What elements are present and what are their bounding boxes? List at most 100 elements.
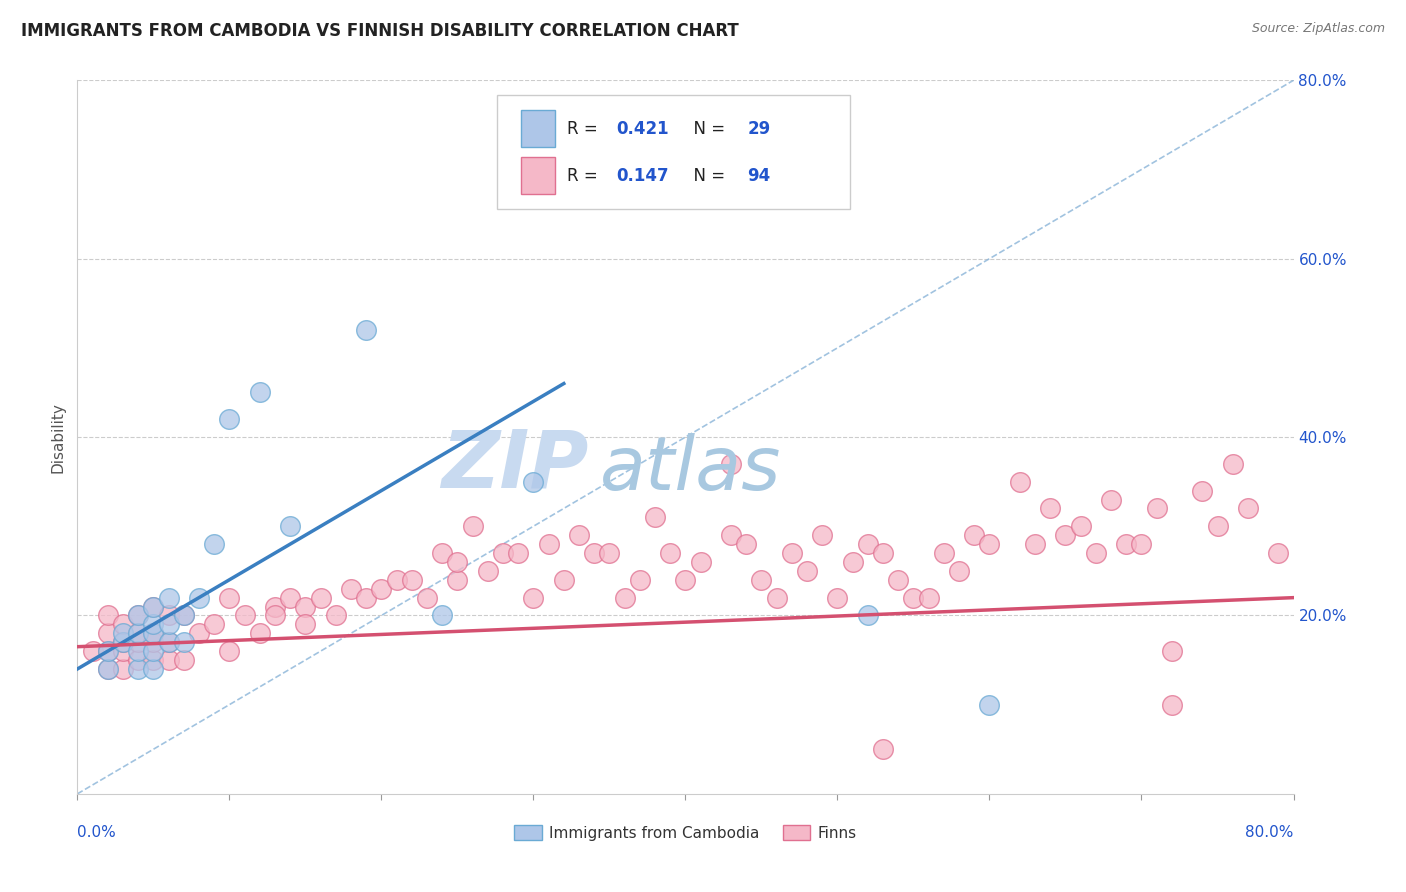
- Point: [1146, 501, 1168, 516]
- Point: [796, 564, 818, 578]
- Point: [446, 573, 468, 587]
- Point: [111, 617, 134, 632]
- Point: [173, 608, 195, 623]
- Point: [872, 742, 894, 756]
- Point: [918, 591, 941, 605]
- Point: [278, 519, 301, 533]
- Text: IMMIGRANTS FROM CAMBODIA VS FINNISH DISABILITY CORRELATION CHART: IMMIGRANTS FROM CAMBODIA VS FINNISH DISA…: [21, 22, 738, 40]
- Point: [492, 546, 515, 560]
- Point: [202, 537, 225, 551]
- Point: [157, 653, 180, 667]
- Text: atlas: atlas: [600, 434, 782, 505]
- Point: [827, 591, 849, 605]
- Point: [613, 591, 636, 605]
- Point: [294, 599, 316, 614]
- Point: [127, 662, 149, 676]
- Point: [97, 608, 120, 623]
- Point: [537, 537, 560, 551]
- Point: [370, 582, 392, 596]
- Point: [127, 608, 149, 623]
- Point: [887, 573, 910, 587]
- Point: [142, 635, 165, 649]
- Point: [97, 644, 120, 658]
- Point: [82, 644, 104, 658]
- Point: [1054, 528, 1077, 542]
- Point: [111, 635, 134, 649]
- Point: [173, 635, 195, 649]
- Point: [173, 608, 195, 623]
- Point: [354, 591, 377, 605]
- Point: [1206, 519, 1229, 533]
- Point: [127, 644, 149, 658]
- Point: [720, 528, 742, 542]
- FancyBboxPatch shape: [496, 95, 849, 209]
- Point: [689, 555, 711, 569]
- Point: [97, 662, 120, 676]
- Y-axis label: Disability: Disability: [51, 401, 66, 473]
- FancyBboxPatch shape: [522, 157, 555, 194]
- Point: [568, 528, 591, 542]
- Text: Source: ZipAtlas.com: Source: ZipAtlas.com: [1251, 22, 1385, 36]
- Text: 0.147: 0.147: [616, 167, 669, 185]
- Point: [218, 412, 240, 426]
- Legend: Immigrants from Cambodia, Finns: Immigrants from Cambodia, Finns: [508, 819, 863, 847]
- Point: [430, 608, 453, 623]
- Point: [1267, 546, 1289, 560]
- Point: [325, 608, 347, 623]
- Point: [97, 662, 120, 676]
- Point: [751, 573, 773, 587]
- Text: R =: R =: [568, 120, 603, 137]
- Point: [294, 617, 316, 632]
- Point: [264, 608, 287, 623]
- Point: [508, 546, 530, 560]
- Point: [979, 698, 1001, 712]
- Point: [461, 519, 484, 533]
- Point: [127, 635, 149, 649]
- Point: [765, 591, 787, 605]
- Point: [430, 546, 453, 560]
- Point: [477, 564, 499, 578]
- Text: N =: N =: [683, 120, 730, 137]
- Point: [1099, 492, 1122, 507]
- Point: [385, 573, 408, 587]
- Point: [111, 662, 134, 676]
- Text: 80.0%: 80.0%: [1246, 825, 1294, 839]
- Point: [97, 644, 120, 658]
- Point: [173, 653, 195, 667]
- Point: [780, 546, 803, 560]
- Point: [249, 626, 271, 640]
- Point: [446, 555, 468, 569]
- Point: [1222, 457, 1244, 471]
- Point: [142, 617, 165, 632]
- Point: [401, 573, 423, 587]
- Text: 94: 94: [748, 167, 770, 185]
- Point: [628, 573, 651, 587]
- Point: [127, 626, 149, 640]
- Point: [1084, 546, 1107, 560]
- Point: [583, 546, 606, 560]
- Point: [309, 591, 332, 605]
- Point: [278, 591, 301, 605]
- Point: [233, 608, 256, 623]
- Point: [675, 573, 697, 587]
- Point: [1161, 644, 1184, 658]
- Text: 0.0%: 0.0%: [77, 825, 117, 839]
- Point: [932, 546, 955, 560]
- Point: [704, 189, 727, 203]
- Point: [522, 591, 544, 605]
- Point: [142, 662, 165, 676]
- Point: [1161, 698, 1184, 712]
- Point: [97, 626, 120, 640]
- Point: [157, 635, 180, 649]
- Point: [264, 599, 287, 614]
- Point: [979, 537, 1001, 551]
- Point: [416, 591, 439, 605]
- Point: [157, 608, 180, 623]
- Text: R =: R =: [568, 167, 603, 185]
- Point: [1191, 483, 1213, 498]
- Point: [202, 617, 225, 632]
- Point: [142, 626, 165, 640]
- Point: [644, 510, 666, 524]
- Point: [127, 626, 149, 640]
- Point: [340, 582, 363, 596]
